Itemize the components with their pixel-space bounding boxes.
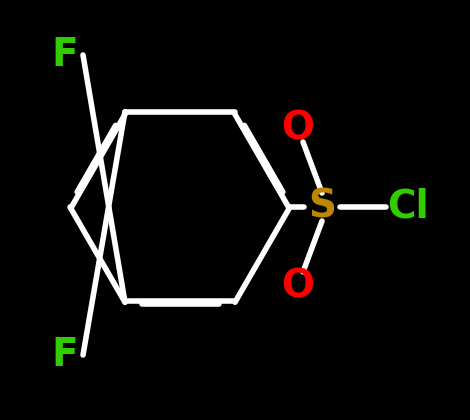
Text: F: F	[52, 336, 78, 374]
Text: F: F	[52, 36, 78, 74]
Text: S: S	[308, 188, 336, 226]
Text: Cl: Cl	[387, 188, 429, 226]
Text: O: O	[282, 109, 314, 147]
Text: O: O	[282, 267, 314, 305]
